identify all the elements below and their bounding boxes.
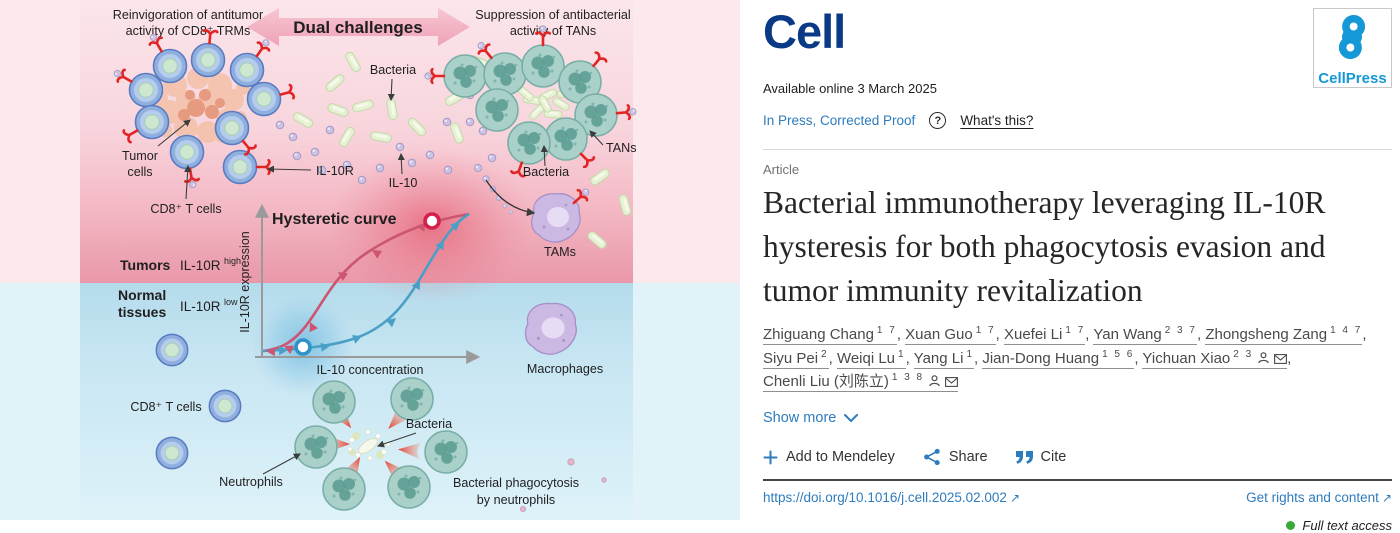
add-to-mendeley-button[interactable]: Add to Mendeley [763,449,895,465]
access-label: Full text access [1302,518,1392,533]
author: Xuan Guo 1 7, [905,325,1004,346]
dual-challenges-banner: Dual challenges [247,8,470,46]
label-tans: TANs [606,141,637,155]
cellpress-logo-text: CellPress [1318,70,1387,87]
author: Zhiguang Chang 1 7, [763,325,906,346]
actions-divider [763,479,1392,482]
cellpress-swirl-icon [1338,14,1366,60]
author: Weiqi Lu 1, [836,348,914,369]
caption-right-line1: Suppression of antibacterial [475,8,630,22]
show-more-button[interactable]: Show more [763,410,859,426]
author-corresponding: Chenli Liu (刘陈立) 1 3 8 [763,372,959,392]
caption-right-line2: activity of TANs [510,24,596,38]
cd8-bottom-group: CD8⁺ T cells [130,333,242,470]
graphical-abstract-figure[interactable]: Dual challenges Reinvigoration of antitu… [0,0,740,520]
plus-icon [763,450,778,465]
article-info-panel: Cell CellPress Available online 3 March … [740,0,1400,533]
caption-left-line2: activity of CD8⁺ TRMs [126,24,251,38]
author-list: Zhiguang Chang 1 7, Xuan Guo 1 7, Xuefei L… [763,323,1392,393]
cite-quote-icon [1015,450,1033,464]
external-link-icon: ↗ [1381,491,1392,506]
label-bacteria-top: Bacteria [370,63,416,77]
external-link-icon: ↗ [1009,491,1020,506]
chevron-down-icon [844,413,859,422]
label-tumor-cells-2: cells [127,165,152,179]
bacteria-debris [347,429,391,461]
hysteresis-plot: Hysteretic curve IL-10 concentration IL-… [238,203,481,377]
label-il10: IL-10 [389,176,418,190]
person-icon [1258,351,1269,363]
label-phagocytosis-2: by neutrophils [477,493,555,507]
label-tumor-cells-1: Tumor [122,149,158,163]
journal-logo[interactable]: Cell [763,5,846,58]
author: Yan Wang 2 3 7, [1093,325,1206,346]
il10r-high-base: IL-10R [180,258,221,273]
il10r-high-sup: high [224,256,241,266]
cite-button[interactable]: Cite [1015,449,1066,465]
label-cd8-top: CD8⁺ T cells [150,202,221,216]
normal-zone-label2: tissues [118,304,166,320]
header-divider [763,149,1392,150]
help-icon[interactable]: ? [929,112,947,129]
label-tams: TAMs [544,245,576,259]
abstract-captions: Reinvigoration of antitumor activity of … [113,8,631,38]
plot-y-label: IL-10R expression [238,231,252,332]
label-neutrophils: Neutrophils [219,475,283,489]
label-bacteria-burst: Bacteria [406,417,452,431]
banner-label: Dual challenges [293,18,422,37]
share-button[interactable]: Share [923,448,988,466]
tumors-zone-label: Tumors [120,257,171,273]
label-bacteria-cluster: Bacteria [523,165,569,179]
open-access-dot-icon [1286,521,1296,531]
author: Zhongsheng Zang 1 4 7, [1205,325,1367,346]
author: Jian-Dong Huang 1 5 6, [982,348,1143,369]
article-type-label: Article [763,162,800,177]
article-title: Bacterial immunotherapy leveraging IL-10… [763,185,1326,309]
tam-cell-group [473,163,592,243]
label-cd8-bottom: CD8⁺ T cells [130,400,201,414]
tumor-cell-cluster [111,28,296,189]
whats-this-link[interactable]: What's this? [960,113,1034,128]
author: Xuefei Li 1 7, [1003,325,1094,346]
il10r-low-sup: low [224,297,238,307]
rights-link[interactable]: Get rights and content ↗ [1246,490,1392,506]
email-icon [945,376,959,387]
access-status: Full text access [763,518,1392,533]
author: Siyu Pei 2, [763,348,837,369]
plot-x-label: IL-10 concentration [316,363,423,377]
doi-link[interactable]: https://doi.org/10.1016/j.cell.2025.02.0… [763,490,1020,506]
action-bar: Add to Mendeley Share Cite [763,448,1392,466]
person-icon [929,374,940,386]
high-state-marker [423,212,441,230]
low-state-marker [294,338,312,356]
normal-zone-label1: Normal [118,287,166,303]
email-icon [1274,353,1288,364]
label-il10r: IL-10R [316,164,354,178]
in-press-status-link[interactable]: In Press, Corrected Proof [763,113,916,128]
zone-labels: Tumors IL-10R high Normal tissues IL-10R… [118,256,241,320]
label-macrophages: Macrophages [527,362,603,376]
il10r-low-base: IL-10R [180,299,221,314]
author: Yang Li 1, [913,348,983,369]
doi-row: https://doi.org/10.1016/j.cell.2025.02.0… [763,490,1392,505]
abstract-labels-top: Tumor cells CD8⁺ T cells IL-10R Bacteria… [122,63,637,259]
label-phagocytosis-1: Bacterial phagocytosis [453,476,579,490]
macrophage-group: Macrophages [520,302,607,512]
plot-title: Hysteretic curve [272,211,397,228]
author-corresponding: Yichuan Xiao 2 3, [1142,348,1292,369]
neutrophil-burst: Bacteria Neutrophils Bacterial phagocyto… [219,377,579,511]
cellpress-logo[interactable]: CellPress [1313,8,1392,88]
share-icon [923,448,940,466]
caption-left-line1: Reinvigoration of antitumor [113,8,264,22]
available-online-date: Available online 3 March 2025 [763,81,937,96]
